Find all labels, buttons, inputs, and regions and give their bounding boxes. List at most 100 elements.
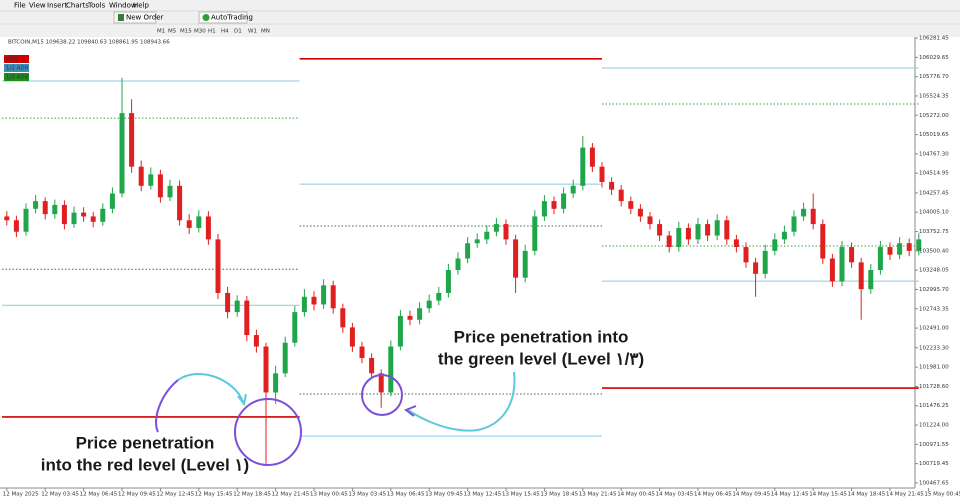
new-order-label: New Order [126, 14, 164, 22]
candle-body [109, 193, 115, 209]
candle-body [753, 262, 759, 274]
timeframe[interactable]: D1 [234, 29, 242, 35]
candle-body [369, 358, 375, 374]
x-tick-label: 14 May 00:45 [617, 492, 655, 498]
y-tick-label: 101728.60 [919, 384, 949, 390]
candle-body [417, 308, 423, 320]
candle-body [321, 285, 327, 305]
arrow-curve [155, 379, 179, 433]
autotrading-button[interactable] [198, 11, 248, 24]
candle-body [177, 185, 183, 221]
x-tick-label: 14 May 18:45 [848, 492, 886, 498]
timeframe[interactable]: M1 [157, 29, 165, 35]
menu-item[interactable]: Tools [87, 2, 106, 10]
candle-body [263, 346, 269, 393]
candle-body [273, 373, 279, 393]
timeframe[interactable]: M15 [180, 29, 192, 35]
y-tick-label: 105019.65 [919, 132, 949, 138]
candle-body [685, 227, 691, 240]
legend-label: 1/3 ADR [6, 75, 29, 81]
candle-body [570, 185, 576, 194]
timeframe[interactable]: H4 [221, 29, 229, 35]
x-tick-label: 14 May 09:45 [732, 492, 770, 498]
candle-body [906, 243, 912, 251]
x-tick-label: 15 May 00:45 [924, 492, 960, 498]
candle-body [877, 247, 883, 271]
y-tick-label: 104514.95 [919, 171, 949, 177]
arrow-curve [177, 372, 244, 403]
circle [234, 398, 302, 466]
candle-body [215, 239, 221, 293]
candle-body [61, 204, 67, 225]
candle-body [23, 208, 29, 232]
x-tick-label: 14 May 03:45 [656, 492, 694, 498]
candle-body [762, 250, 768, 274]
candle-body [148, 174, 154, 186]
menu-item[interactable]: Insert [47, 2, 67, 10]
y-tick-label: 104767.30 [919, 151, 949, 157]
candle-body [52, 204, 58, 215]
candle-body [676, 227, 682, 248]
candle-body [628, 201, 634, 209]
legend-label: ADR [6, 57, 18, 63]
timeframe[interactable]: W1 [248, 29, 257, 35]
legend-swatch [4, 55, 29, 63]
y-tick-label: 105776.70 [919, 74, 949, 80]
candle-body [81, 212, 87, 217]
menu-item[interactable]: Charts [66, 2, 89, 10]
candle-body [580, 147, 586, 186]
candle-body [42, 201, 48, 215]
x-tick-label: 13 May 06:45 [387, 492, 425, 498]
annotation: Price penetration [76, 433, 215, 452]
candle-body [244, 300, 250, 336]
candle-body [705, 224, 711, 236]
icon [202, 14, 210, 21]
x-tick-label: 13 May 03:45 [348, 492, 386, 498]
candle-body [397, 315, 403, 347]
x-tick-label: 12 May 03:45 [41, 492, 79, 498]
candle-body [695, 224, 701, 240]
candle-body [282, 342, 288, 374]
timeframe[interactable]: H1 [208, 29, 216, 35]
circle [361, 374, 403, 416]
candle-body [90, 216, 96, 222]
new-order-button[interactable] [113, 11, 157, 24]
y-tick-label: 100719.45 [919, 461, 949, 467]
y-tick-label: 101476.25 [919, 403, 949, 409]
candle-body [561, 193, 567, 209]
candle-body [791, 216, 797, 232]
annotation: the green level (Level ۱/۳) [438, 349, 644, 368]
legend-label: 1/2 ADR [6, 66, 29, 72]
candle-body [119, 113, 125, 194]
menu-item[interactable]: File [14, 2, 26, 10]
candle-body [234, 300, 240, 313]
candle-body [33, 201, 39, 209]
candle-body [810, 208, 816, 225]
x-tick-label: 12 May 06:45 [80, 492, 118, 498]
candle-body [407, 315, 413, 320]
y-tick-label: 105272.00 [919, 113, 949, 119]
candle-body [71, 212, 77, 225]
timeframe[interactable]: M5 [168, 29, 177, 35]
menu-item[interactable]: Window [109, 2, 137, 10]
candle-body [436, 292, 442, 301]
x-tick-label: 12 May 21:45 [272, 492, 310, 498]
y-tick-label: 101224.00 [919, 423, 949, 429]
y-tick-label: 102995.70 [919, 287, 949, 293]
candle-body [455, 258, 461, 271]
candle-body [657, 224, 663, 236]
candle-body [186, 220, 192, 228]
legend-swatch [4, 73, 29, 81]
candle-body [666, 235, 672, 248]
menu-item[interactable]: Help [133, 2, 150, 10]
menu-item[interactable]: View [29, 2, 46, 10]
timeframe[interactable]: M30 [194, 29, 206, 35]
y-tick-label: 104005.10 [919, 210, 949, 216]
candle-body [484, 231, 490, 240]
timeframe[interactable]: MN [261, 29, 270, 35]
x-tick-label: 14 May 12:45 [771, 492, 809, 498]
candle-body [465, 243, 471, 259]
candle-body [849, 247, 855, 263]
candle-body [292, 312, 298, 343]
candle-body [532, 216, 538, 251]
